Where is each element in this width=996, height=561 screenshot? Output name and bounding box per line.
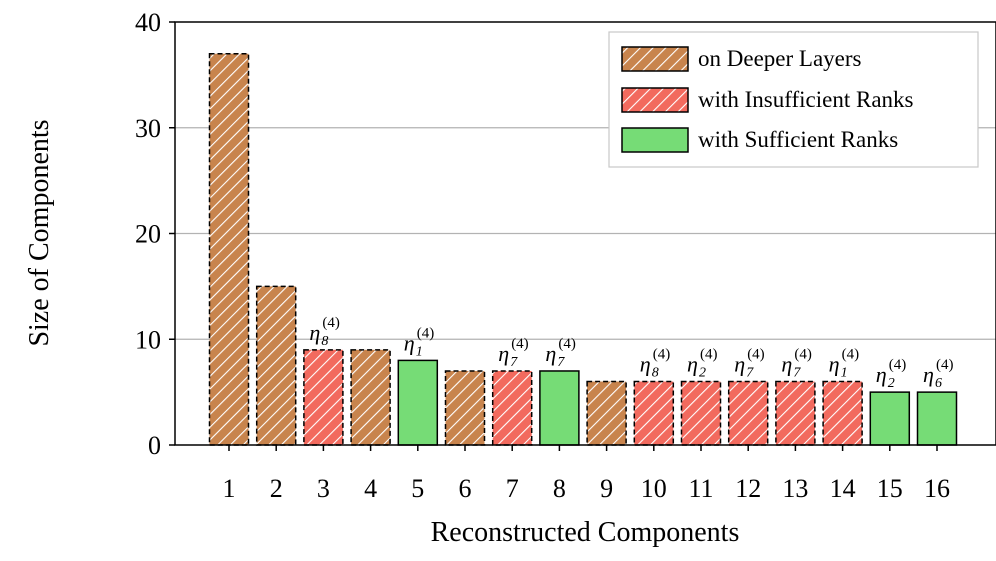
x-tick-label: 7 xyxy=(506,474,519,503)
bar-10 xyxy=(633,380,675,446)
bar-13 xyxy=(775,380,816,446)
bar-6 xyxy=(444,370,486,446)
x-tick-label: 3 xyxy=(317,474,330,503)
x-tick-label: 1 xyxy=(223,474,236,503)
bar-annotation: η 8 (4) xyxy=(640,347,671,381)
x-tick-label: 11 xyxy=(688,474,713,503)
annotation-superscript: (4) xyxy=(322,315,340,331)
legend-swatch-deeper xyxy=(621,46,689,72)
bar-annotation: η 7 (4) xyxy=(781,347,812,381)
annotation-superscript: (4) xyxy=(700,347,718,363)
legend-item-sufficient: with Sufficient Ranks xyxy=(621,127,898,153)
annotation-superscript: (4) xyxy=(889,357,907,373)
legend-swatch-insufficient xyxy=(621,87,689,113)
bar-annotation: η 1 (4) xyxy=(404,325,435,359)
y-tick-label: 40 xyxy=(135,8,161,37)
annotation-symbol: η xyxy=(545,341,556,366)
annotation-subscript: 2 xyxy=(699,366,706,381)
annotation-symbol: η xyxy=(498,341,509,366)
legend-label-insufficient: with Insufficient Ranks xyxy=(698,87,914,112)
x-tick-label: 15 xyxy=(877,474,903,503)
bar-annotation: η 2 (4) xyxy=(876,357,907,391)
annotation-superscript: (4) xyxy=(511,336,529,352)
annotation-symbol: η xyxy=(309,320,320,345)
annotation-subscript: 7 xyxy=(793,366,801,381)
annotation-superscript: (4) xyxy=(936,357,954,373)
bar-3 xyxy=(303,349,344,446)
legend: on Deeper Layers with Insufficient Ranks… xyxy=(608,31,979,168)
bar-7 xyxy=(491,370,533,446)
annotation-superscript: (4) xyxy=(653,347,671,363)
y-axis-title: Size of Components xyxy=(24,119,55,346)
annotation-superscript: (4) xyxy=(842,347,860,363)
annotation-superscript: (4) xyxy=(558,336,576,352)
bars xyxy=(208,52,958,446)
x-tick-label: 2 xyxy=(270,474,283,503)
x-tick-label: 4 xyxy=(364,474,377,503)
annotation-subscript: 2 xyxy=(888,376,895,391)
legend-swatch-sufficient xyxy=(621,127,689,153)
bar-15 xyxy=(869,391,911,446)
annotation-symbol: η xyxy=(687,352,698,377)
y-tick-label: 0 xyxy=(148,431,161,460)
annotation-symbol: η xyxy=(781,352,792,377)
bar-annotation: η 7 (4) xyxy=(498,336,529,370)
x-tick-label: 13 xyxy=(782,474,808,503)
annotation-subscript: 6 xyxy=(935,376,942,391)
bar-12 xyxy=(727,380,769,446)
annotation-superscript: (4) xyxy=(747,347,765,363)
annotation-symbol: η xyxy=(640,352,651,377)
annotation-subscript: 8 xyxy=(652,366,659,381)
annotation-subscript: 1 xyxy=(841,366,848,381)
annotation-subscript: 7 xyxy=(746,366,754,381)
legend-label-sufficient: with Sufficient Ranks xyxy=(698,127,898,152)
x-tick-label: 9 xyxy=(600,474,613,503)
annotation-subscript: 8 xyxy=(321,334,328,349)
bar-annotation: η 8 (4) xyxy=(309,315,340,349)
bar-annotation: η 7 (4) xyxy=(734,347,765,381)
y-tick-label: 10 xyxy=(135,325,161,354)
annotation-symbol: η xyxy=(923,362,934,387)
bar-4 xyxy=(350,349,391,446)
bar-8 xyxy=(539,370,580,446)
annotation-symbol: η xyxy=(829,352,840,377)
legend-item-deeper: on Deeper Layers xyxy=(621,46,862,72)
annotation-symbol: η xyxy=(876,362,887,387)
x-tick-label: 5 xyxy=(411,474,424,503)
annotation-superscript: (4) xyxy=(417,325,435,341)
x-axis: 1 2 3 4 5 6 7 8 9 10 11 12 13 14 15 16 xyxy=(223,445,950,503)
bar-16 xyxy=(916,391,958,446)
bar-14 xyxy=(822,380,863,446)
legend-label-deeper: on Deeper Layers xyxy=(698,46,862,71)
bar-1 xyxy=(208,52,250,446)
y-tick-label: 20 xyxy=(135,220,161,249)
x-tick-label: 16 xyxy=(924,474,950,503)
x-tick-label: 10 xyxy=(641,474,667,503)
x-tick-label: 12 xyxy=(735,474,761,503)
bar-2 xyxy=(255,285,297,446)
y-tick-label: 30 xyxy=(135,114,161,143)
x-tick-label: 8 xyxy=(553,474,566,503)
annotation-subscript: 7 xyxy=(510,355,518,370)
annotation-superscript: (4) xyxy=(794,347,812,363)
x-tick-label: 14 xyxy=(830,474,856,503)
bar-11 xyxy=(680,380,722,446)
bar-5 xyxy=(397,359,439,446)
annotation-subscript: 1 xyxy=(416,344,423,359)
bar-annotation: η 2 (4) xyxy=(687,347,718,381)
x-tick-label: 6 xyxy=(459,474,472,503)
x-axis-title: Reconstructed Components xyxy=(431,517,740,548)
bar-annotations: η 8(4)η 1(4)η 7(4) η 7(4)η 8(4) η 2(4) η 7(4) η 7(4)… xyxy=(309,315,953,391)
y-axis: 0 10 20 30 40 xyxy=(135,8,175,460)
annotation-symbol: η xyxy=(734,352,745,377)
legend-item-insufficient: with Insufficient Ranks xyxy=(621,87,914,113)
bar-annotation: η 7 (4) xyxy=(545,336,576,370)
bar-annotation: η 6 (4) xyxy=(923,357,954,391)
bar-annotation: η 1 (4) xyxy=(829,347,860,381)
bar-9 xyxy=(586,380,627,446)
annotation-subscript: 7 xyxy=(557,355,565,370)
annotation-symbol: η xyxy=(404,330,415,355)
